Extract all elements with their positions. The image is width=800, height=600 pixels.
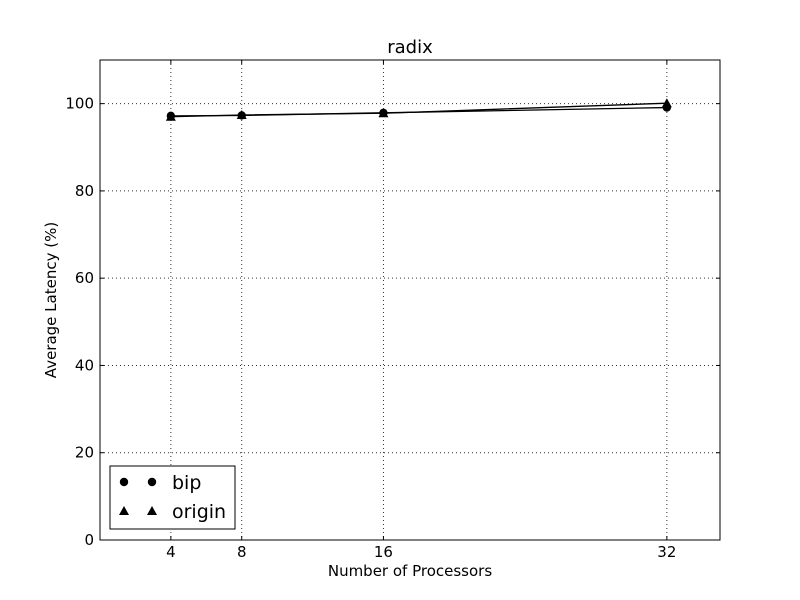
x-tick-label-16: 16	[374, 543, 393, 561]
legend-markers	[119, 477, 157, 515]
y-tick-label-80: 80	[75, 182, 94, 200]
legend-marker-bip-1	[119, 477, 129, 487]
y-tick-label-20: 20	[75, 444, 94, 462]
data-point-bip-16	[379, 108, 388, 118]
series-bip	[166, 103, 672, 121]
x-tick-label-32: 32	[657, 543, 676, 561]
x-axis-label: Number of Processors	[328, 562, 492, 580]
legend-marker-origin-1	[119, 506, 129, 515]
legend-label-origin: origin	[172, 501, 226, 523]
series-line-bip	[170, 106, 667, 117]
grid	[100, 60, 720, 540]
y-tick-label-100: 100	[65, 95, 94, 113]
legend: bip origin	[109, 465, 236, 530]
y-axis-label: Average Latency (%)	[42, 222, 60, 378]
data-point-bip-32	[662, 103, 672, 112]
series-layer	[165, 98, 672, 121]
data-point-bip-8	[237, 111, 246, 120]
axis-ticks: 4 8 16 32 0 20 40 60 80 100	[65, 60, 720, 561]
y-tick-label-0: 0	[84, 531, 94, 549]
plot-frame	[99, 59, 721, 541]
y-tick-label-60: 60	[75, 269, 94, 287]
x-tick-label-4: 4	[166, 543, 176, 561]
data-point-bip-4	[166, 111, 176, 121]
legend-marker-origin-2	[147, 506, 157, 515]
y-tick-label-40: 40	[75, 356, 94, 374]
chart-title: radix	[387, 37, 433, 58]
x-tick-label-8: 8	[237, 543, 247, 561]
legend-marker-bip-2	[147, 477, 157, 487]
legend-label-bip: bip	[172, 472, 201, 494]
legend-box	[109, 465, 236, 530]
